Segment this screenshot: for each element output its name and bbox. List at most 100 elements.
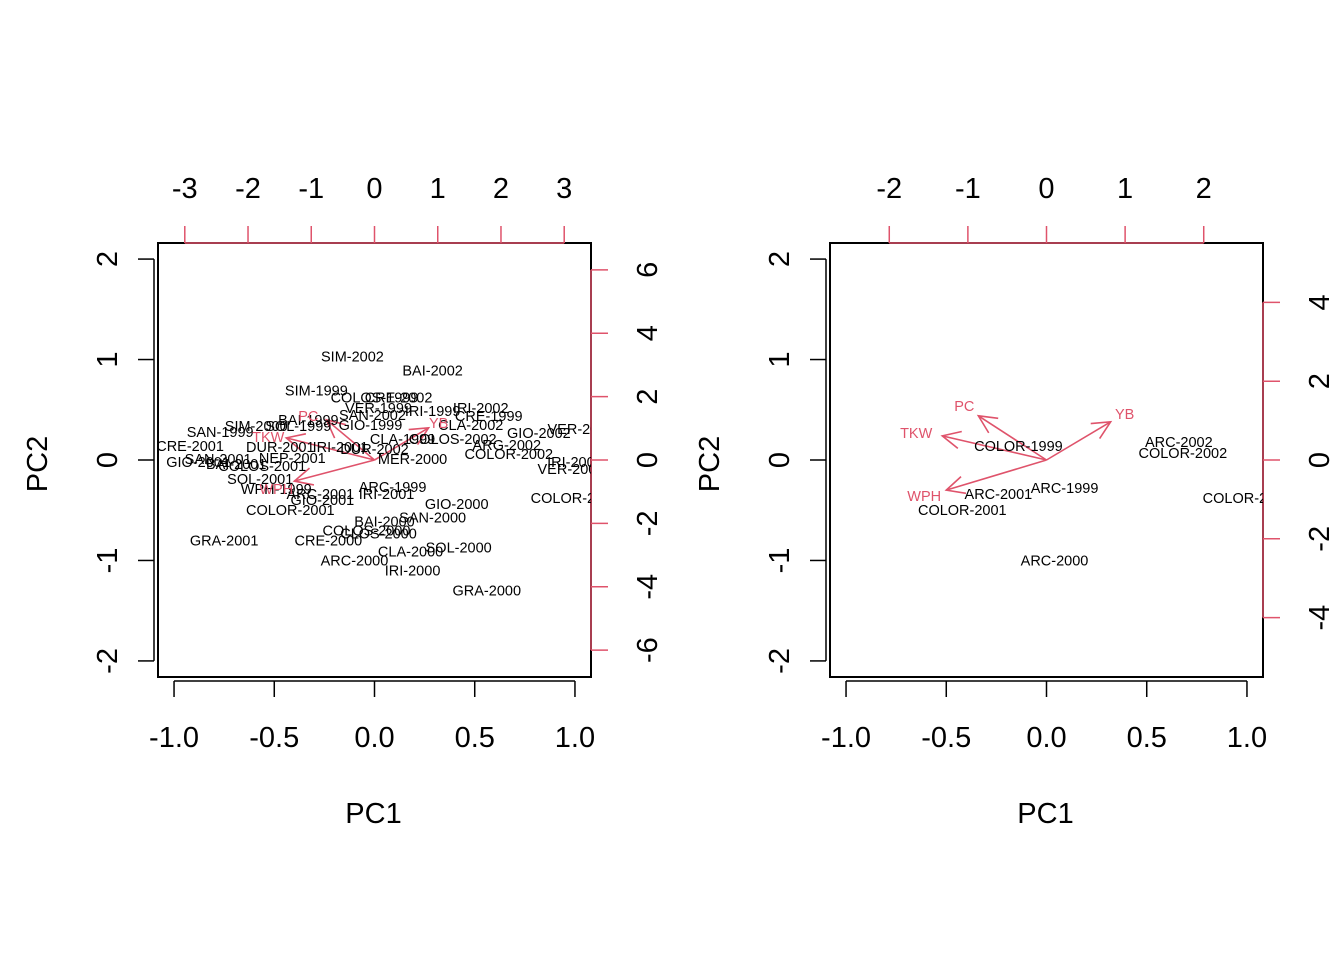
observation-label: GIO-2002: [507, 426, 571, 442]
loading-label: PC: [954, 399, 974, 415]
observation-label: SAN-2002: [339, 408, 406, 424]
loading-arrow-head: [408, 426, 431, 445]
observation-label: CRE-2000: [295, 533, 363, 549]
loading-arrow-head: [976, 414, 999, 434]
top-tick-label: 0: [366, 173, 382, 205]
loading-arrow-head: [324, 418, 346, 439]
observation-label: GIO-2000: [425, 497, 489, 513]
observation-label: COLOS-2000: [323, 523, 411, 539]
y-tick-label: 0: [92, 452, 124, 468]
observation-label: MER-2000: [378, 452, 447, 468]
right-tick-label: 2: [632, 389, 664, 405]
x-tick-label: 0.5: [1127, 722, 1167, 754]
observation-label: IRI-2001: [313, 440, 369, 456]
x-tick-label: -0.5: [249, 722, 299, 754]
observation-label: IRI-2000: [385, 564, 441, 580]
y-tick-label: 0: [764, 452, 796, 468]
x-axis-title: PC1: [1017, 798, 1073, 830]
observation-label: DUR-2001: [246, 440, 315, 456]
observation-label: VER-1999: [345, 401, 412, 417]
observation-label: SIM-2002: [321, 350, 384, 366]
y-tick-label: -1: [92, 548, 124, 574]
observation-label: SOL-2000: [426, 540, 492, 556]
observation-label: GIO-1999: [339, 418, 403, 434]
loading-arrow: [286, 437, 375, 461]
top-tick-label: -3: [172, 173, 198, 205]
right-tick-label: -4: [632, 574, 664, 600]
observation-label: BAI-2000: [354, 514, 414, 530]
observation-label: CLA-1999: [370, 432, 435, 448]
y-tick-label: -1: [764, 548, 796, 574]
right-tick-label: 0: [632, 452, 664, 468]
observation-label: COLOR-2002: [1138, 446, 1227, 462]
x-tick-label: 0.0: [354, 722, 394, 754]
observation-label: SOL-1999: [265, 419, 331, 435]
loading-arrow: [294, 459, 375, 482]
observation-label: BAI-2001: [206, 457, 266, 473]
right-tick-label: -2: [632, 510, 664, 536]
loading-arrow-head: [292, 467, 315, 486]
loading-arrow: [977, 415, 1047, 461]
right-tick-label: 4: [1304, 294, 1336, 310]
top-tick-label: -2: [876, 173, 902, 205]
loading-arrow: [325, 419, 376, 461]
observation-label: IRI-2001: [359, 487, 415, 503]
observation-label: GRA-2001: [190, 533, 259, 549]
right-tick-label: 4: [632, 325, 664, 341]
observation-label: ARC-2001: [287, 487, 355, 503]
x-tick-label: -0.5: [921, 722, 971, 754]
top-tick-label: 1: [1117, 173, 1133, 205]
observation-label: VER-2002: [548, 422, 615, 438]
observation-label: GIO-2001: [166, 455, 230, 471]
observation-label: DUR-2002: [340, 442, 409, 458]
loading-arrow: [374, 427, 430, 461]
biplot-panel: -1.0 -0.5 0.0 0.5 1.0 -2 -1 0 1 2 -2 -1 0 1 2 -4 -2 0 2 4 PC…: [694, 173, 1336, 830]
observation-label: NEP-2001: [259, 451, 326, 467]
observation-label: SIM-2000: [225, 419, 288, 435]
observation-label: GIO-2001: [291, 493, 355, 509]
loading-label: YB: [429, 416, 448, 432]
loading-arrow-head: [944, 476, 967, 495]
loading-label: PC: [298, 409, 318, 425]
x-tick-label: 1.0: [1227, 722, 1267, 754]
y-tick-label: -2: [92, 648, 124, 674]
right-tick-label: 6: [632, 262, 664, 278]
top-tick-label: -1: [955, 173, 981, 205]
loading-arrow-head: [1090, 420, 1113, 439]
top-tick-label: 0: [1038, 173, 1054, 205]
top-tick-label: 2: [493, 173, 509, 205]
observation-label: ARC-2000: [321, 553, 389, 569]
observation-label: CRE-1999: [455, 409, 523, 425]
observation-label: COLOS-2001: [218, 459, 306, 475]
observation-label: ARC-2002: [1145, 435, 1213, 451]
x-tick-label: 0.5: [455, 722, 495, 754]
y-axis-title: PC2: [22, 436, 54, 492]
x-tick-label: 1.0: [555, 722, 595, 754]
y-tick-label: 2: [764, 251, 796, 267]
top-tick-label: 3: [556, 173, 572, 205]
observation-label: IRI-2000: [547, 455, 603, 471]
observation-label: WPH-1999: [241, 482, 312, 498]
x-tick-label: -1.0: [821, 722, 871, 754]
biplot-panel: -1.0 -0.5 0.0 0.5 1.0 -2 -1 0 1 2 -3 -2 -1 0 1 2 3 -6 -4 -2…: [22, 173, 664, 830]
right-tick-label: -2: [1304, 526, 1336, 552]
observation-label: COLOR-2000: [531, 491, 620, 507]
top-tick-label: 1: [430, 173, 446, 205]
observation-label: BAI-1999: [278, 413, 338, 429]
observation-label: COLOS-1999: [331, 391, 419, 407]
observation-label: ARC-1999: [1031, 481, 1099, 497]
top-tick-label: -2: [235, 173, 261, 205]
observation-label: COLOR-2002: [464, 447, 553, 463]
observation-label: VER-2000: [538, 462, 605, 478]
observation-label: SAN-1999: [187, 425, 254, 441]
observation-label: COLOS-2002: [409, 432, 497, 448]
loading-arrow: [1046, 421, 1112, 461]
right-tick-label: -4: [1304, 605, 1336, 631]
top-tick-label: 2: [1196, 173, 1212, 205]
y-tick-label: -2: [764, 648, 796, 674]
x-axis-title: PC1: [345, 798, 401, 830]
observation-label: CLOS-2000: [340, 526, 417, 542]
loading-arrow: [942, 435, 1047, 461]
